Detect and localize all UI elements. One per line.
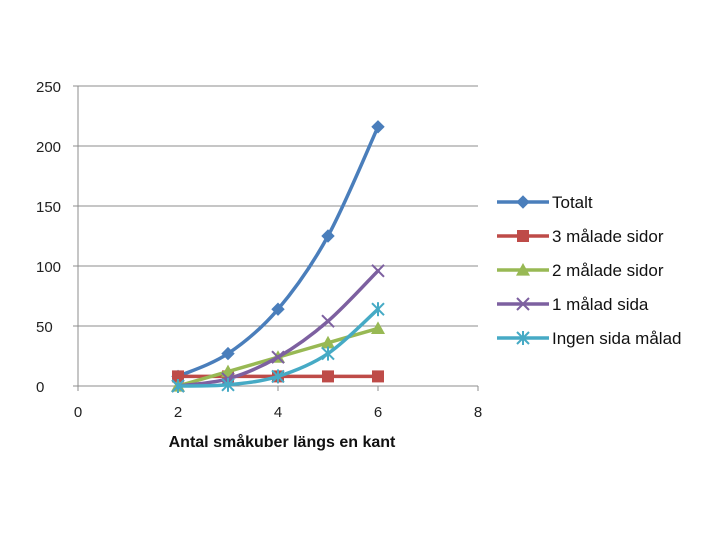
legend-entry-1: 3 målade sidor xyxy=(497,227,664,246)
legend-label: Ingen sida målad xyxy=(552,329,681,348)
series-4 xyxy=(171,302,385,393)
legend-entry-0: Totalt xyxy=(497,193,593,212)
series-2-point xyxy=(371,321,385,334)
legend-label: 2 målade sidor xyxy=(552,261,664,280)
x-tick-label: 4 xyxy=(274,404,282,421)
legend: Totalt 3 målade sidor 2 målade sidor 1 måla… xyxy=(497,193,681,348)
legend-label: Totalt xyxy=(552,193,593,212)
legend-entry-2: 2 målade sidor xyxy=(497,261,664,280)
series-group xyxy=(171,120,385,393)
legend-label: 3 målade sidor xyxy=(552,227,664,246)
series-4-point xyxy=(371,302,385,317)
legend-label: 1 målad sida xyxy=(552,295,649,314)
series-4-point xyxy=(221,377,235,392)
series-0 xyxy=(171,120,385,384)
legend-entry-4: Ingen sida målad xyxy=(497,329,681,348)
series-0-point xyxy=(371,120,385,134)
legend-swatch-marker xyxy=(516,195,530,209)
series-3-point xyxy=(371,264,385,278)
gridlines xyxy=(78,85,478,387)
legend-swatch-marker xyxy=(516,331,530,345)
legend-swatch-marker xyxy=(516,263,530,276)
series-1-point xyxy=(172,370,184,383)
y-tick-labels: 0 50 100 150 200 250 xyxy=(36,79,61,396)
axes xyxy=(73,85,479,391)
y-tick-label: 250 xyxy=(36,79,61,96)
legend-entry-3: 1 målad sida xyxy=(497,295,649,314)
y-tick-label: 50 xyxy=(36,319,53,336)
x-tick-label: 0 xyxy=(74,404,82,421)
x-tick-labels: 0 2 4 6 8 xyxy=(74,404,482,421)
y-tick-label: 200 xyxy=(36,139,61,156)
x-tick-label: 8 xyxy=(474,404,482,421)
series-4-point xyxy=(171,379,185,393)
series-2-point xyxy=(321,335,335,349)
series-3-point xyxy=(271,350,285,364)
series-1-point xyxy=(322,370,334,383)
legend-swatch-marker xyxy=(517,230,529,242)
series-3-line xyxy=(176,269,380,388)
legend-swatch-marker xyxy=(516,297,530,311)
series-4-point xyxy=(321,346,335,361)
series-3-point xyxy=(321,314,335,328)
series-0-point xyxy=(271,302,285,316)
y-tick-label: 150 xyxy=(36,199,61,216)
series-1-point xyxy=(372,370,384,383)
series-0-point xyxy=(321,229,335,243)
series-0-line xyxy=(176,125,380,379)
y-tick-label: 100 xyxy=(36,259,61,276)
series-4-point xyxy=(271,369,285,384)
x-tick-label: 6 xyxy=(374,404,382,421)
series-0-point xyxy=(221,346,235,361)
y-tick-label: 0 xyxy=(36,379,44,396)
x-axis-title: Antal småkuber längs en kant xyxy=(169,433,396,451)
x-tick-label: 2 xyxy=(174,404,182,421)
